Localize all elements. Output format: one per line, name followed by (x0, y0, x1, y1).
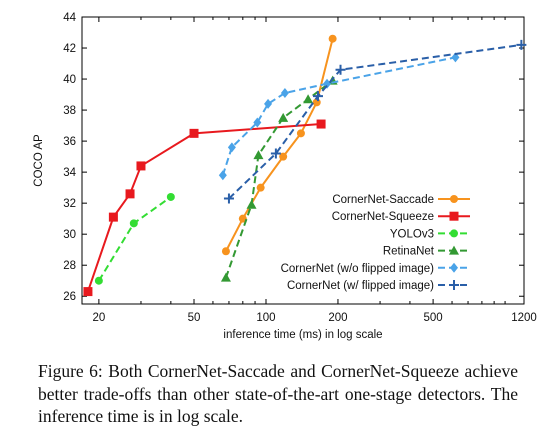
series-1 (83, 119, 326, 297)
marker-square (108, 212, 118, 222)
marker-triangle (253, 150, 264, 160)
axes: 26 28 30 32 34 36 38 40 42 44 20 50 100 200 500 1200 (63, 12, 537, 324)
legend-entry: CornerNet-Saccade (332, 194, 470, 206)
x-tick-label: 100 (256, 312, 275, 324)
marker-square (125, 189, 135, 199)
marker-plus (516, 39, 527, 50)
marker-plus (312, 91, 323, 102)
chart: 26 28 30 32 34 36 38 40 42 44 20 50 100 200 500 1200 Co… (33, 12, 537, 341)
marker-diamond (451, 52, 460, 63)
marker-circle (296, 129, 305, 138)
y-tick-label: 34 (63, 167, 76, 179)
marker-square (136, 161, 146, 171)
x-axis-label: inference time (ms) in log scale (223, 329, 382, 341)
marker-diamond (227, 142, 236, 153)
marker-plus (449, 280, 459, 290)
marker-circle (94, 276, 103, 285)
legend-entry: CornerNet-Squeeze (332, 211, 470, 223)
y-tick-label: 36 (63, 136, 76, 148)
marker-diamond (323, 78, 332, 89)
y-tick-label: 30 (63, 229, 76, 241)
y-tick-label: 32 (63, 198, 76, 210)
x-tick-label: 1200 (511, 312, 537, 324)
marker-circle (129, 219, 138, 228)
series-3 (220, 75, 338, 282)
legend-label: CornerNet-Saccade (332, 194, 434, 206)
x-tick-label: 20 (92, 312, 105, 324)
series-5 (223, 39, 527, 204)
legend-label: CornerNet (w/o flipped image) (281, 263, 435, 275)
marker-circle (450, 195, 458, 203)
y-tick-label: 28 (63, 260, 76, 272)
marker-triangle (449, 245, 459, 255)
marker-diamond (450, 262, 458, 273)
marker-diamond (264, 98, 273, 109)
plot-frame (81, 16, 525, 305)
legend-entry: CornerNet (w/ flipped image) (287, 280, 470, 292)
y-tick-label: 44 (63, 12, 76, 24)
marker-plus (335, 64, 346, 75)
marker-square (449, 211, 459, 221)
marker-diamond (280, 88, 289, 99)
marker-square (316, 119, 326, 129)
marker-square (83, 287, 93, 297)
x-tick-label: 500 (424, 312, 443, 324)
series-line (86, 123, 322, 292)
marker-circle (256, 183, 265, 192)
legend-entry: RetinaNet (383, 245, 470, 258)
y-tick-label: 42 (63, 43, 76, 55)
marker-circle (238, 214, 247, 223)
marker-circle (328, 34, 337, 43)
series-2 (94, 192, 175, 285)
series-4 (218, 52, 460, 181)
marker-circle (450, 229, 458, 238)
marker-diamond (253, 117, 262, 128)
marker-plus (223, 193, 234, 204)
marker-triangle (278, 112, 289, 122)
series-0 (221, 34, 337, 256)
legend-label: YOLOv3 (390, 228, 434, 240)
figure-caption: Figure 6: Both CornerNet-Saccade and Cor… (38, 361, 518, 426)
y-tick-label: 38 (63, 105, 76, 117)
legend-label: CornerNet-Squeeze (332, 211, 434, 223)
x-tick-label: 50 (188, 312, 201, 324)
series-layer (83, 34, 527, 297)
legend: CornerNet-Saccade CornerNet-Squeeze YOLOv3… (281, 194, 470, 292)
marker-plus (270, 148, 281, 159)
legend-label: RetinaNet (383, 246, 435, 258)
series-line (98, 196, 172, 282)
legend-entry: YOLOv3 (390, 228, 470, 240)
y-axis-label: COCO AP (33, 134, 45, 187)
legend-entry: CornerNet (w/o flipped image) (281, 262, 470, 275)
marker-triangle (303, 94, 314, 104)
y-tick-label: 40 (63, 74, 76, 86)
series-line (224, 79, 334, 278)
x-tick-label: 200 (328, 312, 347, 324)
marker-square (189, 128, 199, 138)
marker-triangle (246, 199, 257, 209)
marker-diamond (218, 170, 227, 181)
series-line (228, 43, 522, 200)
y-tick-label: 26 (63, 291, 76, 303)
marker-circle (166, 192, 175, 201)
marker-circle (221, 247, 230, 256)
marker-triangle (220, 272, 231, 282)
legend-label: CornerNet (w/ flipped image) (287, 280, 434, 292)
marker-circle (279, 152, 288, 161)
